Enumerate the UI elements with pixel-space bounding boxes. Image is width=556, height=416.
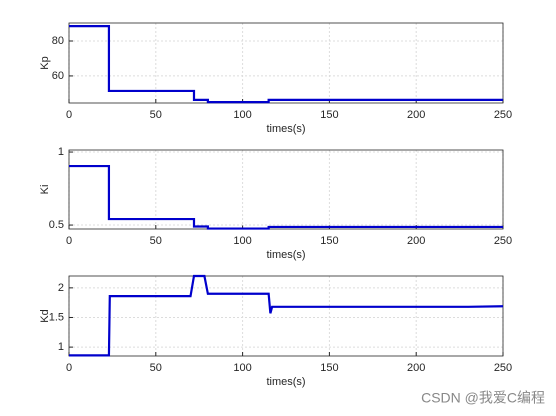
x-tick-label: 200 — [407, 362, 425, 374]
data-line — [69, 25, 503, 104]
watermark: CSDN @我爱C编程 — [421, 390, 545, 406]
x-tick-label: 0 — [66, 362, 72, 374]
plot-area — [69, 150, 503, 229]
x-tick-label: 100 — [233, 362, 251, 374]
x-tick-label: 150 — [320, 362, 338, 374]
y-tick-label: 80 — [52, 35, 64, 47]
x-tick-label: 0 — [66, 109, 72, 121]
x-tick-label: 200 — [407, 109, 425, 121]
data-line — [69, 274, 504, 357]
x-tick-label: 50 — [150, 109, 162, 121]
y-tick-label: 0.5 — [49, 219, 64, 231]
x-tick-label: 200 — [407, 235, 425, 247]
axes-frame — [68, 149, 504, 230]
x-tick-label: 50 — [150, 362, 162, 374]
x-axis-label: times(s) — [266, 123, 305, 135]
x-tick-label: 150 — [320, 235, 338, 247]
axes-frame — [68, 22, 504, 104]
x-tick-label: 100 — [233, 109, 251, 121]
y-axis-label: Kp — [39, 56, 51, 69]
y-tick-label: 1 — [58, 146, 64, 158]
y-tick-label: 2 — [58, 282, 64, 294]
plot-area — [69, 276, 503, 356]
x-axis-label: times(s) — [266, 376, 305, 388]
x-tick-label: 50 — [150, 235, 162, 247]
y-tick-label: 1 — [58, 341, 64, 353]
x-tick-label: 250 — [494, 109, 512, 121]
x-tick-label: 250 — [494, 362, 512, 374]
x-tick-label: 150 — [320, 109, 338, 121]
x-tick-label: 250 — [494, 235, 512, 247]
axes-frame — [68, 275, 504, 357]
data-line — [69, 164, 503, 230]
y-axis-label: Ki — [39, 185, 51, 195]
y-axis-label: Kd — [39, 309, 51, 322]
y-tick-label: 60 — [52, 70, 64, 82]
x-tick-label: 0 — [66, 235, 72, 247]
plot-area — [69, 23, 503, 103]
y-tick-label: 1.5 — [49, 311, 64, 323]
x-tick-label: 100 — [233, 235, 251, 247]
x-axis-label: times(s) — [266, 249, 305, 261]
